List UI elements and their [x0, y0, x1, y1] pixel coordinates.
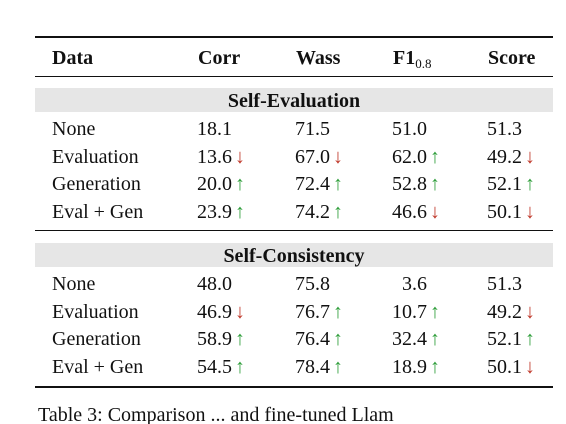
cell-value: 50.1 [487, 356, 522, 379]
row-label: None [52, 118, 96, 140]
cell-value: 10.7 [392, 300, 427, 323]
header-text: F1 [393, 47, 416, 69]
caption: Table 3: Comparison ... and fine-tuned L… [38, 404, 394, 424]
trend-arrow: ↑ [333, 356, 343, 379]
header-text: Score [488, 47, 536, 69]
section-rule [35, 230, 553, 231]
trend-arrow: ↑ [333, 328, 343, 351]
cell-value: 18.9 [392, 356, 427, 379]
trend-arrow: ↑ [235, 328, 245, 351]
cell-value: 18.1 [197, 118, 232, 140]
section-title: Self-Evaluation [227, 90, 361, 112]
cell-value: 62.0 [392, 145, 427, 168]
section-band [35, 243, 553, 267]
header-cell: Corr [198, 48, 240, 68]
cell-value: 3.6 [402, 273, 427, 295]
cell-value: 71.5 [295, 118, 330, 140]
cell-value: 51.3 [487, 118, 522, 140]
cell-value: 54.5 [197, 356, 232, 379]
header-cell: F10.8 [393, 48, 431, 70]
cell-value: 52.8 [392, 173, 427, 196]
trend-arrow: ↓ [525, 356, 535, 379]
header-subscript: 0.8 [415, 56, 432, 71]
trend-arrow: ↑ [235, 201, 245, 224]
trend-arrow: ↑ [430, 328, 440, 351]
trend-arrow: ↑ [333, 173, 343, 196]
trend-arrow: ↑ [333, 201, 343, 224]
trend-arrow: ↓ [235, 145, 245, 168]
header-text: Wass [296, 47, 341, 69]
cell-value: 46.9 [197, 300, 232, 323]
cell-value: 58.9 [197, 328, 232, 351]
cell-value: 51.0 [392, 118, 427, 140]
trend-arrow: ↑ [430, 145, 440, 168]
row-label: Eval + Gen [52, 201, 144, 224]
trend-arrow: ↑ [333, 300, 343, 323]
row-label: Eval + Gen [52, 356, 144, 379]
cell-value: 78.4 [295, 356, 330, 379]
trend-arrow: ↓ [525, 300, 535, 323]
trend-arrow: ↓ [525, 201, 535, 224]
cell-value: 67.0 [295, 145, 330, 168]
cell-value: 13.6 [197, 145, 232, 168]
trend-arrow: ↑ [525, 328, 535, 351]
bottom-rule [35, 386, 553, 388]
cell-value: 46.6 [392, 201, 427, 224]
header-cell: Score [488, 48, 535, 68]
cell-value: 49.2 [487, 145, 522, 168]
row-label: None [52, 273, 96, 295]
header-label: Data [52, 47, 94, 69]
section-title: Self-Consistency [223, 245, 365, 267]
trend-arrow: ↓ [235, 300, 245, 323]
header-text: Corr [198, 47, 241, 69]
cell-value: 52.1 [487, 173, 522, 196]
row-label: Evaluation [52, 145, 139, 168]
header-rule [35, 76, 553, 77]
header-cell: Wass [296, 48, 340, 68]
trend-arrow: ↑ [235, 356, 245, 379]
cell-value: 74.2 [295, 201, 330, 224]
cell-value: 20.0 [197, 173, 232, 196]
section-band [35, 88, 553, 112]
cell-value: 48.0 [197, 273, 232, 295]
cell-value: 52.1 [487, 328, 522, 351]
trend-arrow: ↑ [235, 173, 245, 196]
row-label: Evaluation [52, 300, 139, 323]
cell-value: 75.8 [295, 273, 330, 295]
cell-value: 49.2 [487, 300, 522, 323]
cell-value: 72.4 [295, 173, 330, 196]
cell-value: 23.9 [197, 201, 232, 224]
cell-value: 50.1 [487, 201, 522, 224]
trend-arrow: ↑ [430, 300, 440, 323]
cell-value: 76.7 [295, 300, 330, 323]
cell-value: 76.4 [295, 328, 330, 351]
trend-arrow: ↑ [430, 356, 440, 379]
trend-arrow: ↑ [525, 173, 535, 196]
cell-value: 32.4 [392, 328, 427, 351]
row-label: Generation [52, 328, 141, 351]
trend-arrow: ↓ [333, 145, 343, 168]
top-rule [35, 36, 553, 38]
row-label: Generation [52, 173, 141, 196]
trend-arrow: ↓ [525, 145, 535, 168]
trend-arrow: ↓ [430, 201, 440, 224]
trend-arrow: ↑ [430, 173, 440, 196]
cell-value: 51.3 [487, 273, 522, 295]
